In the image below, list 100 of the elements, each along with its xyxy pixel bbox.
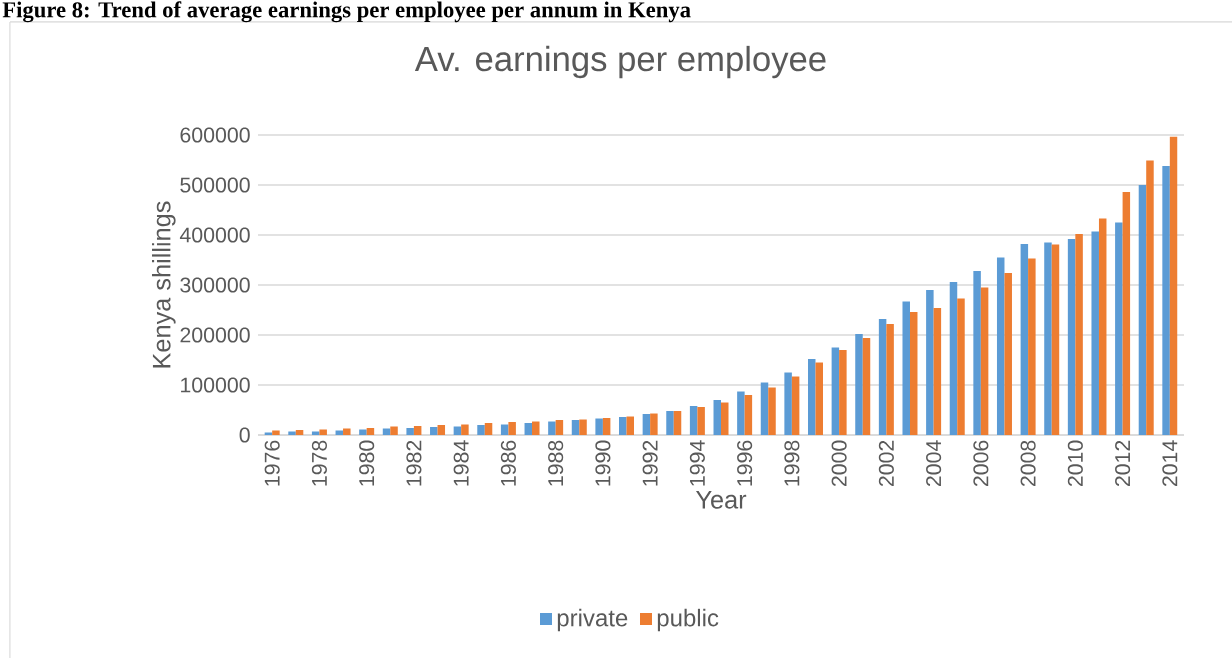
bar xyxy=(619,417,627,436)
bar xyxy=(721,402,729,436)
bar xyxy=(626,416,635,436)
bar xyxy=(697,407,705,436)
bar xyxy=(650,413,658,436)
bar xyxy=(1146,160,1154,436)
y-tick-label: 0 xyxy=(239,427,250,443)
bar xyxy=(343,428,351,436)
bar xyxy=(1004,273,1012,436)
x-tick-label: 2006 xyxy=(973,440,989,487)
x-tick-label: 1996 xyxy=(737,440,753,486)
x-tick-label: 1988 xyxy=(548,440,564,486)
x-tick-label: 1984 xyxy=(453,440,469,486)
bar xyxy=(579,419,587,436)
x-tick-label: 2012 xyxy=(1115,440,1131,487)
x-tick-label: 2002 xyxy=(878,440,894,487)
caption: Figure 8: Trend of average earnings per employee per annum in Kenya xyxy=(2,1,691,23)
bar xyxy=(760,382,769,436)
y-tick-label: 400000 xyxy=(179,227,250,243)
bar xyxy=(437,425,446,436)
bar xyxy=(484,423,493,436)
bar xyxy=(532,421,540,436)
bar xyxy=(815,362,823,436)
bar xyxy=(1028,258,1036,436)
bar xyxy=(508,422,516,436)
bar xyxy=(1075,234,1083,436)
bar xyxy=(744,395,753,436)
y-tick-label: 300000 xyxy=(180,277,250,293)
y-tick-label: 500000 xyxy=(180,177,250,193)
bar xyxy=(791,376,800,436)
bar xyxy=(1067,239,1076,436)
bar xyxy=(1044,242,1052,436)
bar xyxy=(886,324,894,436)
bar xyxy=(1098,218,1107,436)
bar xyxy=(949,282,958,436)
bar xyxy=(996,257,1005,436)
bar xyxy=(673,411,682,436)
bar xyxy=(555,420,564,436)
bar xyxy=(808,359,816,436)
bar xyxy=(1169,136,1178,436)
bar xyxy=(390,426,398,436)
x-tick-label: 1986 xyxy=(500,440,516,486)
bar xyxy=(973,271,981,436)
x-tick-label: 2014 xyxy=(1162,440,1178,487)
bar xyxy=(1115,222,1123,436)
x-tick-label: 2008 xyxy=(1020,440,1036,487)
x-tick-label: 1990 xyxy=(595,440,611,486)
x-tick-label: 1998 xyxy=(784,440,800,486)
bar xyxy=(288,431,296,436)
y-tick-label: 200000 xyxy=(180,327,250,343)
bar xyxy=(878,319,887,436)
x-tick-label: 1992 xyxy=(642,440,658,486)
bar xyxy=(272,430,280,436)
bar xyxy=(430,427,438,436)
bar xyxy=(737,391,745,436)
bar xyxy=(366,428,375,436)
bar xyxy=(909,312,918,436)
bar xyxy=(595,418,603,436)
bar xyxy=(1091,231,1099,436)
bar xyxy=(862,338,871,436)
bar xyxy=(933,308,942,436)
bar xyxy=(957,298,965,436)
y-axis-title: Kenya shillings xyxy=(152,201,176,368)
bar xyxy=(1020,244,1029,436)
x-tick-label: 1994 xyxy=(689,440,705,486)
legend-label: private xyxy=(557,608,628,632)
bar xyxy=(784,372,792,436)
bar xyxy=(1138,185,1147,436)
bar xyxy=(831,347,840,436)
bar xyxy=(477,425,485,436)
bar xyxy=(713,400,721,436)
bar xyxy=(1051,244,1060,436)
bar xyxy=(1122,192,1131,436)
bar xyxy=(839,350,847,436)
bar xyxy=(406,428,414,436)
x-tick-label: 1980 xyxy=(359,440,375,486)
bar xyxy=(359,429,367,436)
bar xyxy=(571,420,580,436)
x-tick-label: 1978 xyxy=(311,440,327,486)
bar xyxy=(666,411,674,436)
bar xyxy=(295,430,304,436)
bar xyxy=(642,414,651,436)
bar xyxy=(413,426,422,436)
bar xyxy=(768,387,776,436)
y-tick-label: 100000 xyxy=(181,377,250,393)
bar xyxy=(548,421,556,436)
bar xyxy=(855,334,863,436)
bar xyxy=(902,301,910,436)
chart-title: Av. earnings per employee xyxy=(414,45,826,79)
bar xyxy=(1162,166,1170,436)
bar xyxy=(461,424,469,436)
bar xyxy=(689,406,698,436)
legend-label: public xyxy=(657,608,719,632)
bar xyxy=(602,418,611,436)
x-axis-title: Year xyxy=(695,491,747,509)
bar xyxy=(524,423,533,436)
bar xyxy=(319,429,327,436)
x-tick-label: 2010 xyxy=(1067,440,1083,487)
x-tick-label: 2000 xyxy=(831,440,847,487)
y-tick-label: 600000 xyxy=(180,127,250,143)
